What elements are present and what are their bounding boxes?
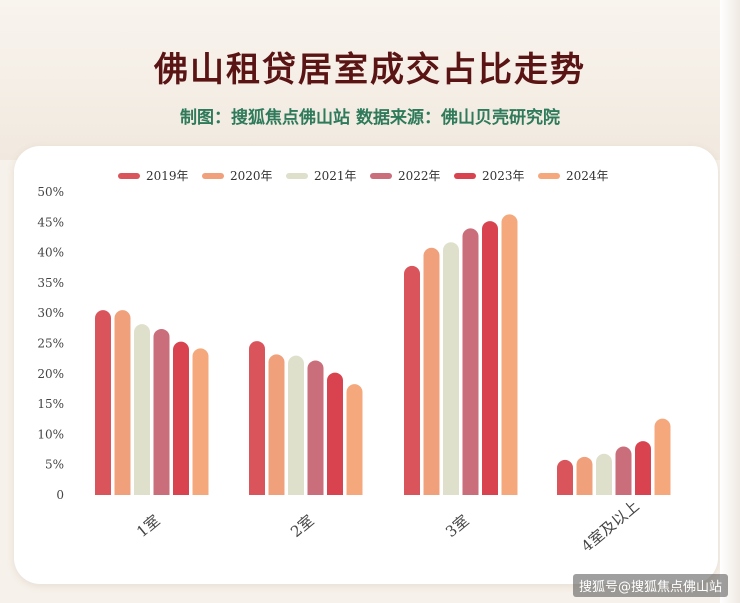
- bar-3-2: [596, 453, 612, 495]
- bar-1-4: [327, 372, 343, 495]
- y-tick-label: 20%: [37, 367, 64, 381]
- legend-label-2: 2021年: [314, 169, 357, 183]
- y-tick-label: 15%: [37, 397, 64, 411]
- bar-0-2: [134, 324, 150, 495]
- y-tick-label: 30%: [37, 306, 64, 320]
- legend-label-3: 2022年: [398, 169, 441, 183]
- y-tick-label: 45%: [37, 215, 64, 229]
- bar-2-0: [404, 265, 420, 495]
- bar-2-2: [443, 242, 459, 495]
- bar-2-5: [501, 214, 518, 495]
- watermark: 搜狐号@搜狐焦点佛山站: [572, 574, 728, 597]
- bar-1-3: [307, 360, 324, 495]
- bar-0-3: [153, 328, 170, 495]
- y-tick-label: 25%: [37, 337, 64, 351]
- header-background: [0, 0, 740, 160]
- x-category-label: 3室: [442, 511, 472, 541]
- bar-1-0: [249, 341, 265, 495]
- bar-2-1: [423, 247, 440, 495]
- y-tick-label: 50%: [37, 185, 64, 199]
- y-axis: 0 5% 10% 15% 20% 25% 30% 35% 40% 45% 50%: [37, 185, 64, 502]
- legend-label-0: 2019年: [146, 169, 189, 183]
- bar-1-1: [268, 354, 285, 495]
- legend-swatch-3: [370, 173, 392, 179]
- bar-2-3: [462, 228, 479, 496]
- bar-3-5: [654, 418, 671, 495]
- bars: [95, 214, 671, 496]
- bar-3-3: [615, 446, 632, 495]
- bar-0-1: [114, 310, 131, 495]
- bar-0-0: [95, 310, 111, 495]
- y-tick-label: 5%: [45, 458, 64, 472]
- bar-3-1: [576, 456, 593, 495]
- right-edge-decoration: [720, 0, 740, 603]
- bar-2-4: [482, 221, 498, 495]
- legend-label-5: 2024年: [566, 169, 609, 183]
- chart-panel: [14, 146, 718, 584]
- bar-0-4: [173, 341, 189, 495]
- legend-swatch-5: [538, 173, 560, 179]
- y-tick-label: 10%: [37, 427, 64, 441]
- page-title: 佛山租贷居室成交占比走势: [154, 50, 586, 90]
- bar-1-5: [346, 384, 363, 495]
- legend-label-1: 2020年: [230, 169, 273, 183]
- bar-0-5: [192, 348, 209, 495]
- y-tick-label: 0: [56, 488, 64, 502]
- x-category-label: 2室: [287, 511, 317, 541]
- x-category-label: 1室: [133, 511, 163, 541]
- page-subtitle: 制图：搜狐焦点佛山站 数据来源：佛山贝壳研究院: [180, 108, 560, 128]
- legend-swatch-2: [286, 173, 308, 179]
- x-category-label: 4室及以上: [578, 497, 643, 555]
- legend-swatch-1: [202, 173, 224, 179]
- y-tick-label: 40%: [37, 246, 64, 260]
- legend-label-4: 2023年: [482, 169, 525, 183]
- bar-3-0: [557, 459, 573, 495]
- bar-3-4: [635, 441, 651, 495]
- legend-swatch-4: [454, 173, 476, 179]
- y-tick-label: 35%: [37, 276, 64, 290]
- legend-swatch-0: [118, 173, 140, 179]
- legend: 2019年 2020年 2021年 2022年 2023年 2024年: [118, 169, 609, 183]
- bar-1-2: [288, 355, 304, 495]
- x-axis: 1室 2室 3室 4室及以上: [133, 497, 643, 555]
